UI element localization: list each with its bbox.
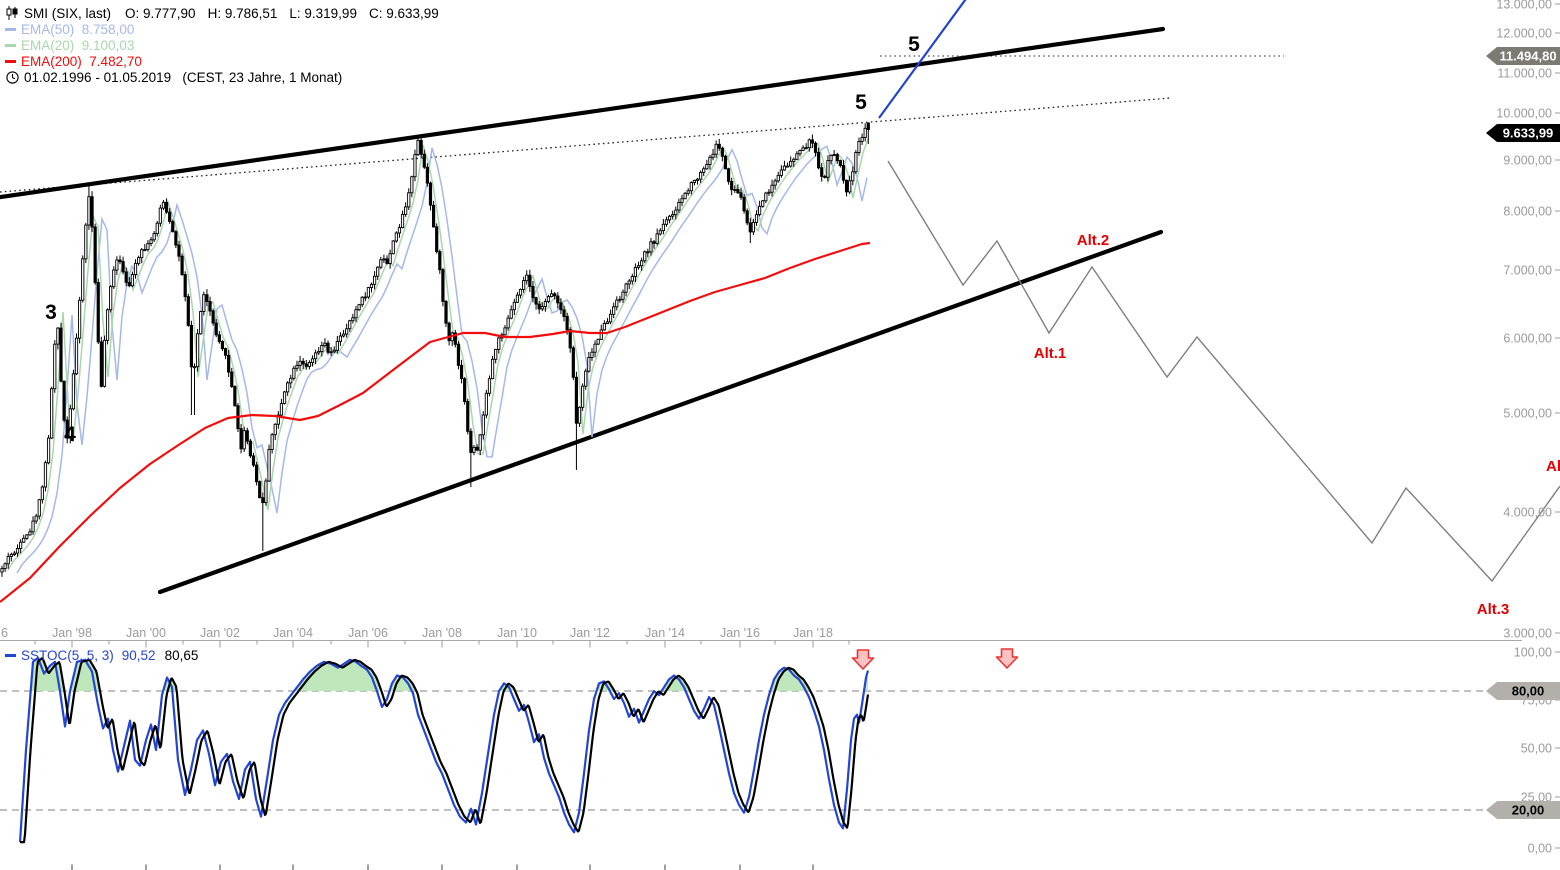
candles-layer[interactable] xyxy=(0,122,870,577)
time-axis-label: Jan '18 xyxy=(793,626,833,640)
ema200-color-swatch-icon xyxy=(5,59,16,63)
dotted-resistance-lines xyxy=(0,55,1284,193)
badge-shape xyxy=(1486,47,1560,65)
open-value: O: 9.777,90 xyxy=(125,5,196,21)
trend-channel-lines[interactable] xyxy=(0,26,1166,595)
alt-label-2[interactable]: Alt.1 xyxy=(1034,345,1067,362)
sstoc-d-value: 80,65 xyxy=(164,647,199,663)
axis-tick-label: 0,00 xyxy=(1528,842,1552,856)
badge-value: 20,00 xyxy=(1512,803,1545,818)
time-axis-label: Jan '16 xyxy=(720,626,760,640)
time-axis-label: Jan '02 xyxy=(200,626,240,640)
time-axis-label: Jan '10 xyxy=(497,626,537,640)
badge-shape xyxy=(1486,682,1560,700)
date-range-row: 01.02.1996 - 01.05.2019 (CEST, 23 Jahre,… xyxy=(5,69,439,85)
clock-icon xyxy=(5,70,19,84)
elliott-wave-labels[interactable]: 5 5 3 4 xyxy=(45,33,920,446)
chart-legend: SMI (SIX, last) O: 9.777,90 H: 9.786,51 … xyxy=(5,5,439,85)
ema200-legend-row[interactable]: EMA(200) 7.482,70 xyxy=(5,53,439,69)
axis-tick-label: 9.000,00 xyxy=(1503,154,1552,168)
wave-label-5[interactable]: 5 xyxy=(908,33,920,56)
time-axis-label: 6 xyxy=(1,626,8,640)
sstoc-label: SSTOC(5, 5, 3) xyxy=(21,647,114,663)
upper-trendline xyxy=(0,26,1166,200)
axis-tick-label: 12.000,00 xyxy=(1496,27,1552,41)
projection-zigzag-line[interactable] xyxy=(887,160,1560,583)
date-range-suffix: (CEST, 23 Jahre, 1 Monat) xyxy=(182,69,343,85)
time-axis-label: Jan '04 xyxy=(273,626,313,640)
stoch-d-line xyxy=(19,657,870,844)
alt-label-4[interactable]: Alt. xyxy=(1546,458,1560,475)
wave-label-4[interactable]: 4 xyxy=(64,423,76,446)
ema20-legend-row[interactable]: EMA(20) 9.100,03 xyxy=(5,37,439,53)
ema50-line xyxy=(16,145,868,574)
ema200-label: EMA(200) xyxy=(21,53,82,69)
axis-tick-label: 3.000,00 xyxy=(1503,627,1552,641)
ema20-color-swatch-icon xyxy=(5,43,16,47)
axis-tick-label: 5.000,00 xyxy=(1503,407,1552,421)
ema20-label: EMA(20) xyxy=(21,37,75,53)
ema20-line xyxy=(7,138,869,571)
badge-value: 9.633,99 xyxy=(1503,126,1554,141)
axis-tick-label: 10.000,00 xyxy=(1496,107,1552,121)
close-value: C: 9.633,99 xyxy=(368,5,439,21)
stochastic-panel[interactable] xyxy=(0,656,1487,844)
date-range-text: 01.02.1996 - 01.05.2019 xyxy=(24,69,172,85)
axis-tick-label: 50,00 xyxy=(1521,742,1552,756)
time-axis-label: Jan '06 xyxy=(348,626,388,640)
alt-label-3[interactable]: Alt.3 xyxy=(1477,601,1510,618)
down-arrow-icon[interactable] xyxy=(851,649,875,670)
axis-tick-label: 4.000,00 xyxy=(1503,506,1552,520)
time-axis-label: Jan '08 xyxy=(422,626,462,640)
badge-value: 80,00 xyxy=(1512,684,1545,699)
ema50-legend-row[interactable]: EMA(50) 8.758,00 xyxy=(5,21,439,37)
ema50-label: EMA(50) xyxy=(21,21,75,37)
ema20-value: 9.100,03 xyxy=(81,37,135,53)
wave-label-5[interactable]: 5 xyxy=(855,91,867,114)
instrument-symbol: SMI (SIX, last) xyxy=(24,5,112,21)
candlestick-icon xyxy=(5,6,19,20)
stoch-k-line xyxy=(18,656,870,843)
time-axis-label: Jan '00 xyxy=(126,626,166,640)
high-value: H: 9.786,51 xyxy=(207,5,278,21)
axis-tick-label: 6.000,00 xyxy=(1503,332,1552,346)
axis-tick-label: 13.000,00 xyxy=(1496,0,1552,12)
ema200-value: 7.482,70 xyxy=(89,53,142,69)
lower-trendline xyxy=(157,229,1164,595)
time-axis[interactable]: 6 Jan '98 Jan '00 Jan '02 Jan '04 Jan '06 Jan … xyxy=(0,626,1522,870)
impulse-line-blue[interactable] xyxy=(878,0,971,119)
instrument-row: SMI (SIX, last) O: 9.777,90 H: 9.786,51 … xyxy=(5,5,439,21)
alt-label-1[interactable]: Alt.2 xyxy=(1077,232,1110,249)
sell-signal-arrows[interactable] xyxy=(851,648,1019,670)
ema200-line xyxy=(0,241,871,603)
axis-tick-label: 7.000,00 xyxy=(1503,264,1552,278)
axis-value-badges: 11.494,80 9.633,99 80,00 20,00 xyxy=(1486,47,1560,819)
down-arrow-icon[interactable] xyxy=(995,648,1019,669)
badge-shape xyxy=(1486,801,1560,819)
low-value: L: 9.319,99 xyxy=(289,5,357,21)
axis-tick-label: 100,00 xyxy=(1514,646,1552,660)
time-axis-label: Jan '12 xyxy=(570,626,610,640)
wave-label-3[interactable]: 3 xyxy=(45,301,57,324)
stochastic-legend[interactable]: SSTOC(5, 5, 3) 90,52 80,65 xyxy=(5,647,198,663)
ema50-value: 8.758,00 xyxy=(81,21,135,37)
alternative-count-labels[interactable]: Alt.2 Alt.1 Alt.3 Alt. xyxy=(1034,232,1560,618)
time-axis-label: Jan '98 xyxy=(52,626,92,640)
badge-shape xyxy=(1486,124,1560,142)
time-axis-label: Jan '14 xyxy=(645,626,685,640)
price-axis[interactable]: 13.000,00 12.000,00 11.000,00 10.000,00 9.00… xyxy=(1496,0,1560,856)
sstoc-color-swatch-icon xyxy=(5,653,16,657)
sstoc-k-value: 90,52 xyxy=(121,647,156,663)
axis-tick-label: 8.000,00 xyxy=(1503,205,1552,219)
ema50-color-swatch-icon xyxy=(5,27,16,31)
stoch-overbought-fill xyxy=(20,657,868,691)
badge-value: 11.494,80 xyxy=(1499,49,1556,64)
axis-tick-label: 11.000,00 xyxy=(1497,67,1552,81)
